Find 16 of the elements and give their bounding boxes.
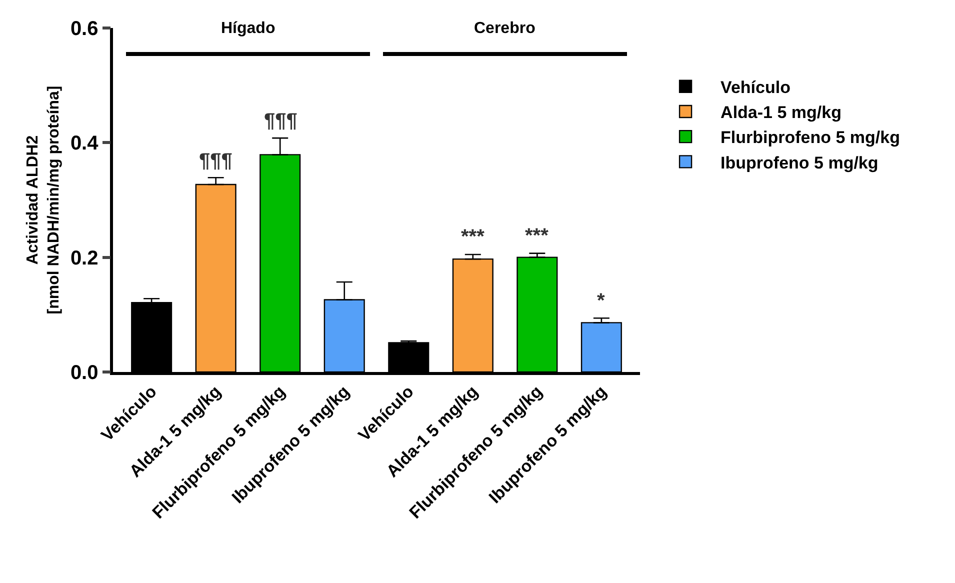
y-tick-label: 0.6 — [70, 18, 98, 40]
y-tick-label: 0.2 — [70, 247, 98, 270]
legend-label: Flurbiprofeno 5 mg/kg — [720, 128, 900, 148]
legend-label: Ibuprofeno 5 mg/kg — [720, 153, 878, 172]
data-label: ¶¶¶ — [199, 150, 232, 172]
legend-label: Vehículo — [720, 78, 790, 97]
data-label: *** — [525, 225, 549, 247]
annotation: Hígado — [221, 20, 276, 37]
data-label: ¶¶¶ — [264, 110, 298, 132]
data-label: *** — [461, 226, 485, 248]
y-tick-label: 0.0 — [70, 362, 98, 384]
y-tick-label: 0.4 — [70, 132, 100, 155]
legend-label: Alda-1 5 mg/kg — [720, 103, 842, 122]
annotation: Cerebro — [474, 20, 536, 37]
data-label: * — [597, 290, 605, 312]
y-axis-title: Actividad ALDH2 [nmol NADH/min/mg proteína] — [24, 86, 62, 314]
